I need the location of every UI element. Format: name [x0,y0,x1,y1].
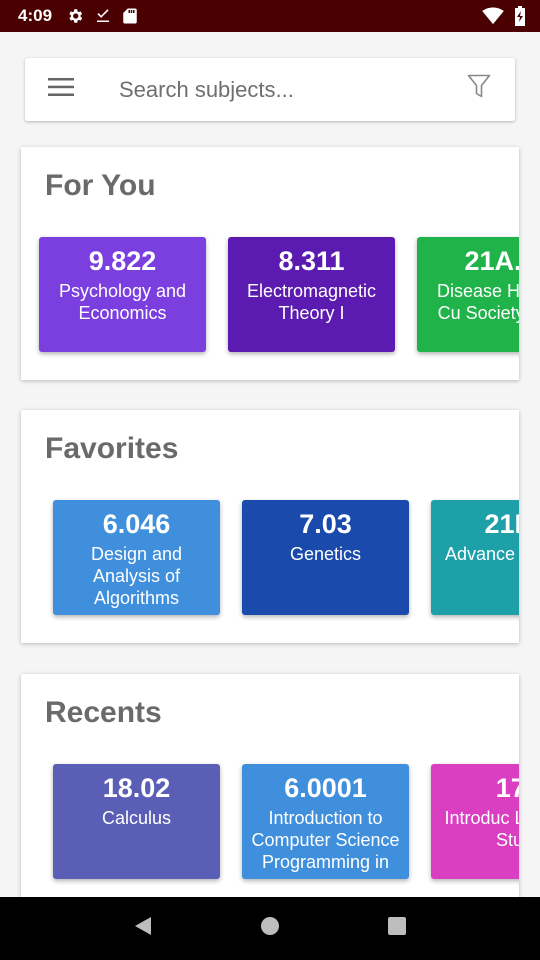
sd-card-icon [122,7,138,25]
subject-name: Calculus [101,808,172,828]
subject-code: 21A.3 [464,246,519,276]
subject-name: Introduc Latin Am Stud [444,808,519,850]
card-row[interactable]: 6.046 Design and Analysis of Algorithms … [21,500,519,620]
section-for-you: For You 9.822 Psychology and Economics 8… [21,147,519,380]
subject-name: Advance Perform [444,544,519,564]
subject-code: 21M. [484,509,519,539]
card-row[interactable]: 9.822 Psychology and Economics 8.311 Ele… [21,237,519,357]
subject-name: Design and Analysis of Algorithms [90,544,183,608]
filter-button[interactable] [443,58,515,121]
card-row[interactable]: 18.02 Calculus 6.0001 Introduction to Co… [21,764,519,884]
status-time: 4:09 [18,6,53,25]
subject-card[interactable]: 18.02 Calculus [53,764,220,879]
section-title: For You [45,169,156,202]
home-button[interactable] [240,899,300,959]
menu-button[interactable] [25,58,97,121]
section-favorites: Favorites 6.046 Design and Analysis of A… [21,410,519,643]
back-icon [132,915,154,942]
subject-card[interactable]: 21M. Advance Perform [431,500,519,615]
subject-name: Genetics [289,544,362,564]
battery-charging-icon [514,6,526,26]
subject-name: Disease Health: Cu Society, and [436,281,519,323]
subject-card[interactable]: 8.311 Electromagnetic Theory I [228,237,395,352]
recents-button[interactable] [367,899,427,959]
subject-code: 7.03 [299,509,352,539]
subject-code: 6.0001 [284,773,367,803]
hamburger-menu-icon [48,77,74,102]
recents-icon [387,916,407,941]
section-title: Recents [45,696,162,729]
search-bar [25,58,515,121]
section-title: Favorites [45,432,179,465]
subject-name: Psychology and Economics [58,281,187,323]
status-bar: 4:09 [0,0,540,32]
navigation-bar [0,897,540,960]
subject-code: 17. [495,773,519,803]
subject-card[interactable]: 17. Introduc Latin Am Stud [431,764,519,879]
search-input[interactable] [97,58,443,121]
subject-card[interactable]: 6.0001 Introduction to Computer Science … [242,764,409,879]
download-done-icon [94,7,112,25]
section-recents: Recents 18.02 Calculus 6.0001 Introducti… [21,674,519,907]
subject-card[interactable]: 6.046 Design and Analysis of Algorithms [53,500,220,615]
subject-card[interactable]: 9.822 Psychology and Economics [39,237,206,352]
subject-card[interactable]: 21A.3 Disease Health: Cu Society, and [417,237,519,352]
subject-name: Electromagnetic Theory I [246,281,377,323]
filter-icon [467,74,491,105]
wifi-icon [482,7,504,25]
subject-code: 9.822 [88,246,157,276]
subject-code: 6.046 [102,509,171,539]
gear-icon [66,7,84,25]
back-button[interactable] [113,899,173,959]
subject-name: Introduction to Computer Science Program… [251,808,400,872]
home-icon [260,916,280,941]
subject-code: 18.02 [102,773,171,803]
subject-card[interactable]: 7.03 Genetics [242,500,409,615]
subject-code: 8.311 [278,246,345,276]
